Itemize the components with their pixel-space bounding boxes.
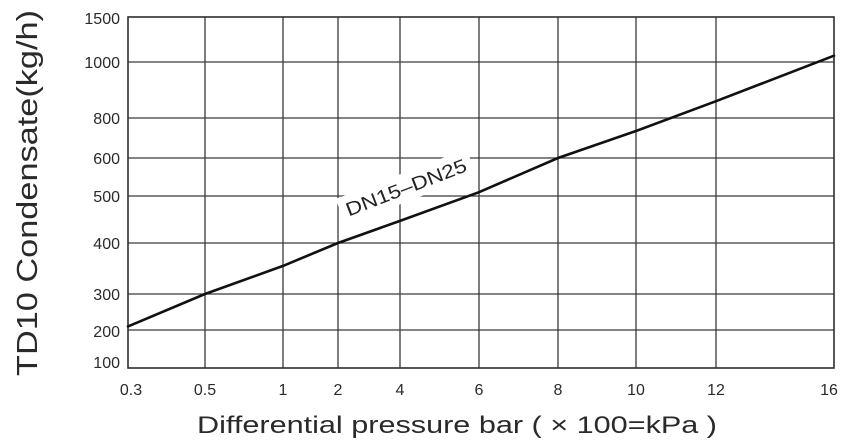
y-tick-labels: 100 200 300 400 500 600 800 1000 1500 <box>84 11 120 372</box>
y-tick-label: 300 <box>93 287 120 304</box>
y-tick-label: 1000 <box>84 55 120 72</box>
x-tick-label: 16 <box>820 382 838 399</box>
x-axis-title: Differential pressure bar ( × 100=kPa ) <box>197 412 717 439</box>
y-axis-title: TD10 Condensate(kg/h) <box>12 10 44 376</box>
x-tick-label: 1 <box>279 382 288 399</box>
x-tick-label: 0.3 <box>120 382 142 399</box>
x-tick-label: 2 <box>334 382 343 399</box>
y-tick-label: 400 <box>93 236 120 253</box>
y-tick-label: 600 <box>93 151 120 168</box>
x-tick-labels: 0.3 0.5 1 2 4 6 8 10 12 16 <box>120 382 838 399</box>
y-tick-label: 100 <box>93 355 120 372</box>
x-tick-label: 0.5 <box>194 382 216 399</box>
series-label-background <box>335 148 477 226</box>
y-tick-label: 1500 <box>84 11 120 28</box>
plot-frame <box>127 16 835 369</box>
x-tick-label: 4 <box>396 382 405 399</box>
y-tick-label: 800 <box>93 111 120 128</box>
x-tick-label: 12 <box>707 382 725 399</box>
series-line <box>126 54 836 328</box>
y-tick-label: 200 <box>93 324 120 341</box>
x-tick-label: 6 <box>475 382 484 399</box>
x-tick-label: 10 <box>627 382 645 399</box>
x-tick-label: 8 <box>554 382 563 399</box>
gridlines <box>128 17 834 368</box>
series-layer <box>126 54 836 328</box>
y-tick-label: 500 <box>93 189 120 206</box>
